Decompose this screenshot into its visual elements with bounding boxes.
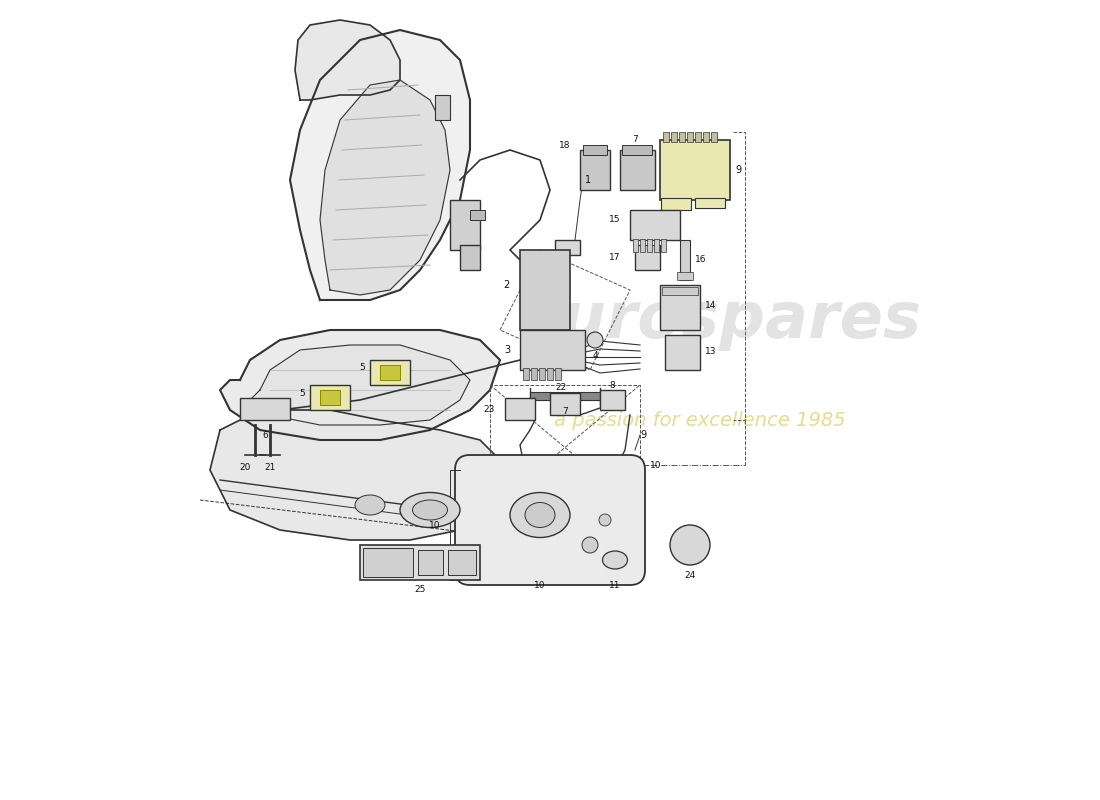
Bar — [522, 368, 529, 380]
Text: 22: 22 — [556, 383, 566, 393]
Bar — [620, 150, 654, 190]
Text: 7: 7 — [632, 135, 638, 145]
Bar — [550, 393, 580, 415]
Bar — [539, 368, 544, 380]
Bar — [520, 250, 570, 330]
Bar — [654, 239, 659, 252]
Bar — [680, 240, 690, 280]
Ellipse shape — [412, 500, 448, 520]
Text: 23: 23 — [484, 406, 495, 414]
Bar — [647, 239, 652, 252]
Ellipse shape — [400, 493, 460, 527]
Text: 11: 11 — [609, 581, 620, 590]
Ellipse shape — [355, 495, 385, 515]
Bar — [556, 368, 561, 380]
Text: 10: 10 — [650, 461, 661, 470]
Bar — [640, 239, 645, 252]
Bar — [630, 210, 680, 240]
FancyBboxPatch shape — [455, 455, 645, 585]
Bar — [661, 198, 691, 210]
Bar — [379, 365, 400, 380]
Polygon shape — [295, 20, 400, 100]
Bar — [621, 145, 652, 155]
Ellipse shape — [525, 502, 556, 527]
Bar — [240, 398, 290, 420]
Text: 24: 24 — [684, 570, 695, 579]
Bar — [434, 95, 450, 120]
Text: 9: 9 — [735, 165, 741, 175]
Bar — [310, 385, 350, 410]
Text: 1: 1 — [585, 175, 591, 185]
Bar — [676, 272, 693, 280]
Text: 9: 9 — [640, 430, 646, 440]
Bar — [370, 360, 410, 385]
Bar — [360, 545, 480, 580]
Bar — [530, 392, 600, 400]
Bar — [679, 132, 685, 142]
Bar — [470, 210, 485, 220]
Bar — [666, 335, 700, 370]
Text: 17: 17 — [608, 254, 620, 262]
Bar — [688, 132, 693, 142]
Bar — [660, 285, 700, 330]
Bar — [583, 145, 607, 155]
Bar — [448, 550, 476, 575]
Bar — [460, 245, 480, 270]
Polygon shape — [290, 30, 470, 300]
Text: 14: 14 — [705, 301, 716, 310]
Circle shape — [582, 537, 598, 553]
Bar — [556, 240, 580, 255]
Text: 2: 2 — [504, 280, 510, 290]
Text: 10: 10 — [535, 581, 546, 590]
Circle shape — [670, 525, 710, 565]
Polygon shape — [210, 410, 530, 540]
Text: a passion for excellence 1985: a passion for excellence 1985 — [554, 410, 846, 430]
Bar — [703, 132, 710, 142]
Polygon shape — [320, 80, 450, 295]
Bar — [711, 132, 717, 142]
Bar — [695, 198, 725, 208]
Text: 3: 3 — [504, 345, 510, 355]
Bar — [580, 150, 611, 190]
Bar — [660, 140, 730, 200]
Text: 13: 13 — [705, 347, 716, 357]
Polygon shape — [220, 330, 500, 440]
Circle shape — [587, 332, 603, 348]
Bar — [635, 245, 660, 270]
Bar — [632, 239, 638, 252]
Text: eurospares: eurospares — [518, 289, 922, 351]
Bar — [531, 368, 537, 380]
Text: 25: 25 — [415, 586, 426, 594]
Text: 18: 18 — [559, 141, 570, 150]
Bar — [671, 132, 676, 142]
Text: 8: 8 — [609, 381, 615, 390]
Text: 15: 15 — [608, 215, 620, 225]
Text: 7: 7 — [562, 407, 568, 417]
Text: 20: 20 — [240, 463, 251, 473]
Text: 5: 5 — [299, 389, 305, 398]
Bar — [363, 548, 412, 577]
Bar — [520, 330, 585, 370]
Bar — [600, 390, 625, 410]
Bar — [547, 368, 553, 380]
Ellipse shape — [510, 493, 570, 538]
Bar — [663, 132, 669, 142]
Bar — [695, 132, 701, 142]
Bar — [418, 550, 443, 575]
Text: 10: 10 — [429, 521, 440, 530]
Circle shape — [600, 514, 610, 526]
Text: 5: 5 — [360, 363, 365, 373]
Text: 21: 21 — [264, 463, 276, 473]
Polygon shape — [250, 345, 470, 425]
Bar — [662, 287, 698, 295]
Text: 16: 16 — [695, 255, 706, 265]
Ellipse shape — [603, 551, 627, 569]
Bar — [450, 200, 480, 250]
Text: 6: 6 — [262, 430, 268, 439]
Bar — [505, 398, 535, 420]
Bar — [661, 239, 666, 252]
Text: 4: 4 — [592, 350, 597, 359]
Bar — [320, 390, 340, 405]
